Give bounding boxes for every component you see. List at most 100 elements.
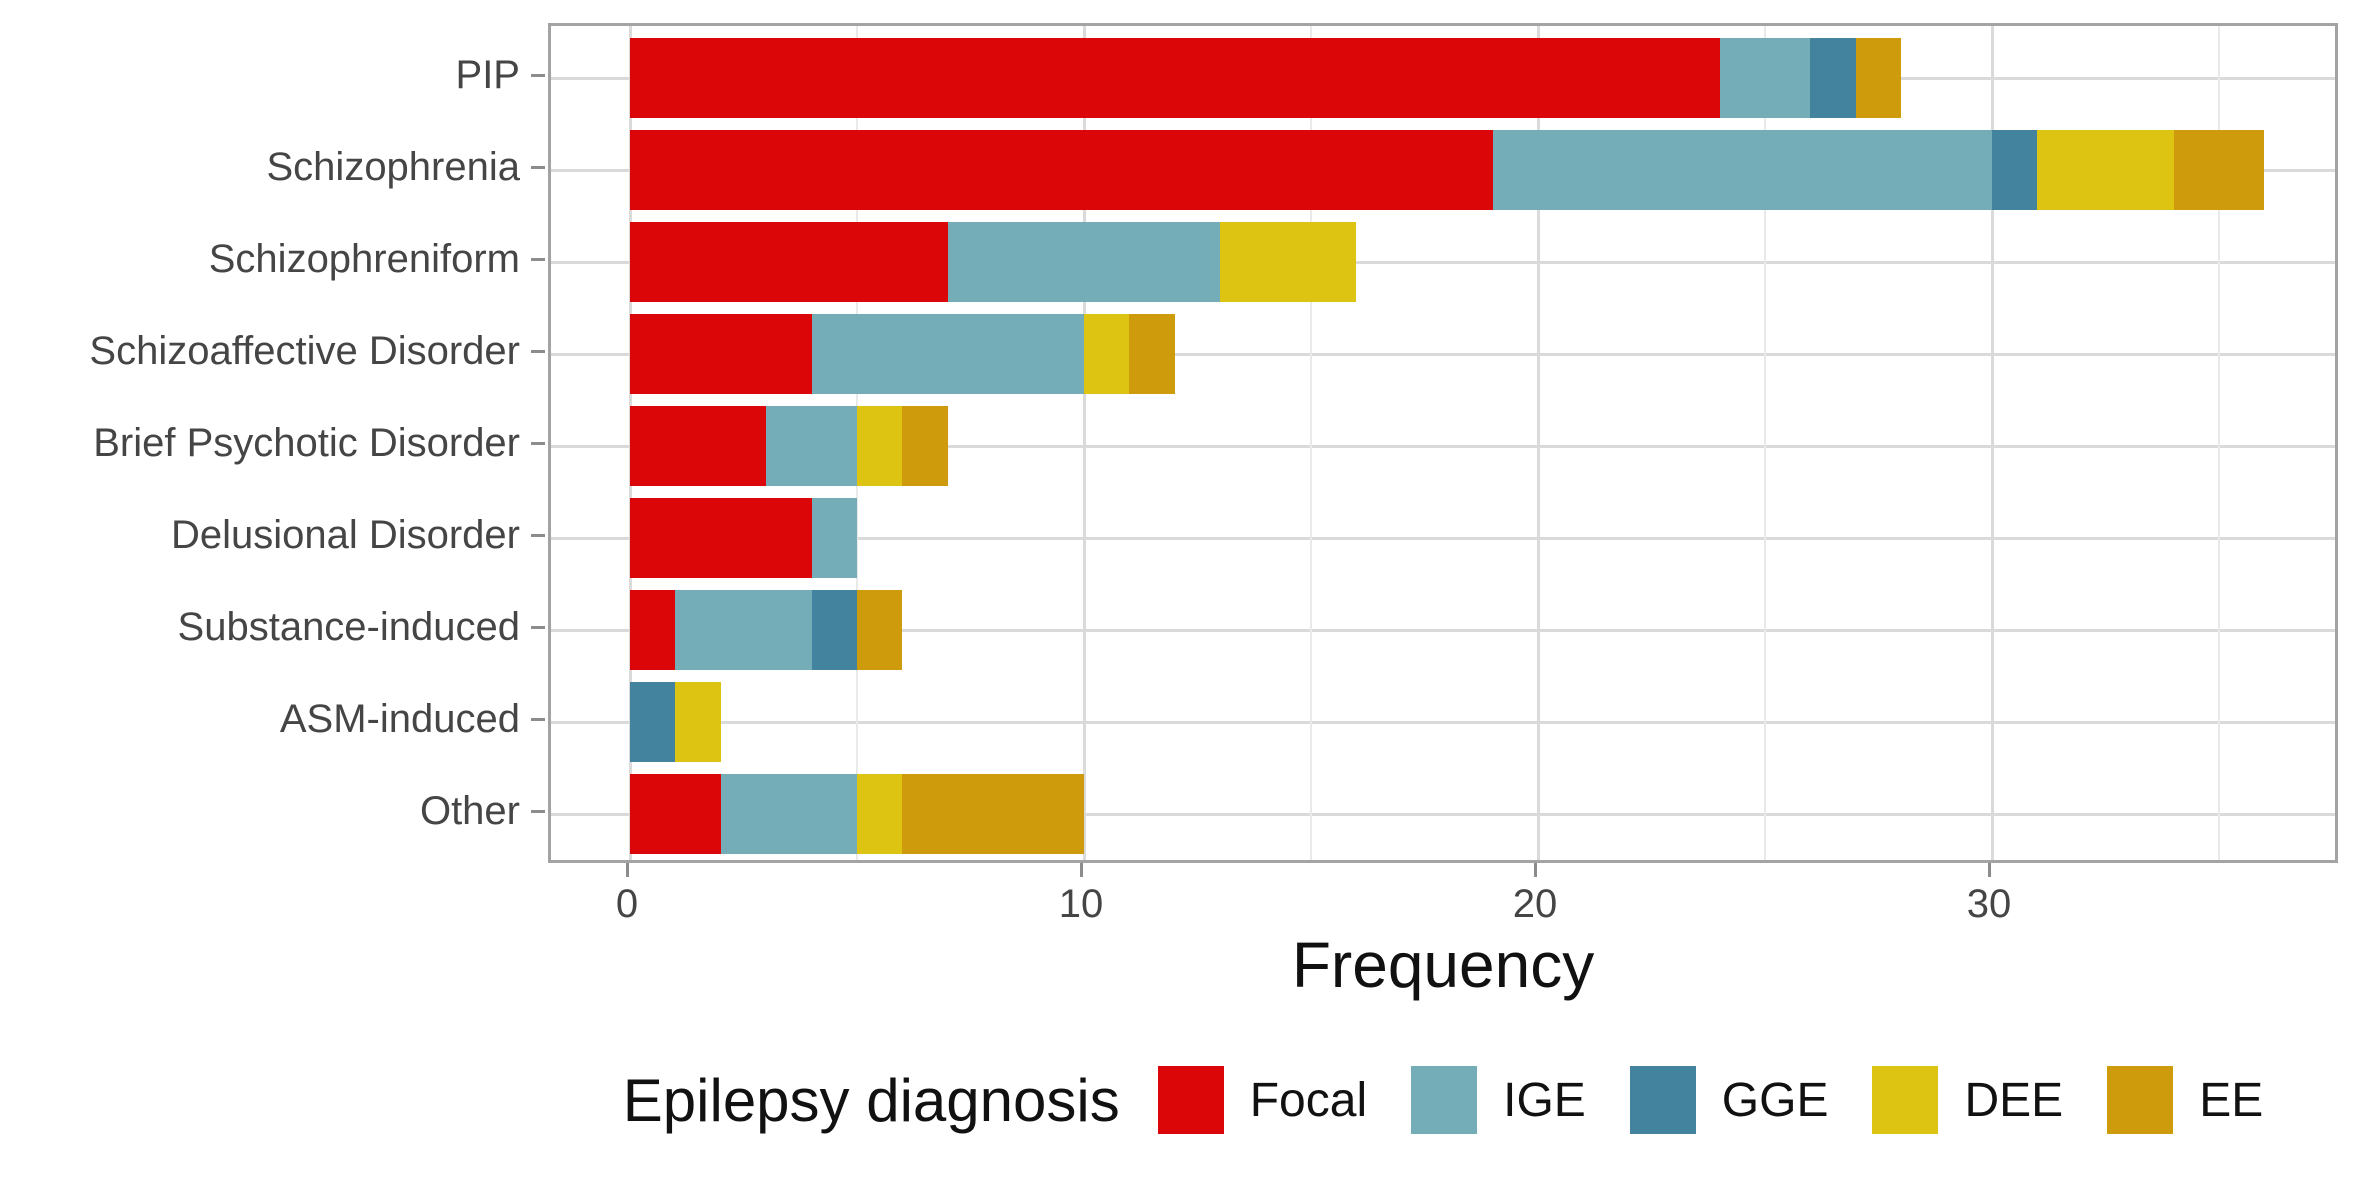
bar-segment-gge (1810, 38, 1856, 118)
v-gridline-minor (2218, 26, 2220, 860)
v-gridline-major (1083, 26, 1086, 860)
x-tick-label: 0 (615, 882, 639, 926)
y-axis-label: Substance-induced (177, 605, 520, 649)
x-tick-mark (1987, 863, 1991, 877)
y-axis-label: Brief Psychotic Disorder (93, 421, 520, 465)
legend-label: Focal (1249, 1073, 1368, 1127)
y-axis-label: PIP (455, 53, 520, 97)
x-tick-label: 30 (1966, 882, 2012, 926)
bar-segment-ee (902, 774, 1084, 854)
y-tick-mark (531, 349, 545, 353)
plot-panel (548, 23, 2338, 863)
y-axis-label: ASM-induced (279, 697, 520, 741)
bar-segment-ee (902, 406, 948, 486)
x-tick-mark (1079, 863, 1083, 877)
legend-swatch-ige (1411, 1066, 1478, 1134)
bar-segment-ige (1719, 38, 1811, 118)
bar-segment-dee (2037, 130, 2174, 210)
bar-segment-focal (630, 222, 948, 302)
v-gridline-minor (1310, 26, 1312, 860)
bar-segment-ige (720, 774, 857, 854)
bar-segment-gge (811, 590, 857, 670)
x-tick-mark (625, 863, 629, 877)
legend-label: IGE (1503, 1073, 1586, 1127)
x-tick-label: 10 (1058, 882, 1104, 926)
y-tick-mark (531, 717, 545, 721)
y-tick-mark (531, 257, 545, 261)
bar-segment-ee (856, 590, 903, 670)
bar-row (630, 38, 1902, 118)
bar-segment-dee (856, 774, 903, 854)
y-axis-label: Schizophreniform (208, 237, 520, 281)
y-tick-mark (531, 533, 545, 537)
v-gridline-major (1991, 26, 1994, 860)
bar-row (630, 682, 721, 762)
bar-segment-focal (630, 130, 1493, 210)
y-tick-mark (531, 73, 545, 77)
h-gridline (551, 445, 2335, 448)
bar-segment-ige (811, 498, 857, 578)
h-gridline (551, 261, 2335, 264)
bar-segment-ige (811, 314, 1084, 394)
bar-segment-dee (1220, 222, 1357, 302)
bar-segment-focal (630, 590, 676, 670)
h-gridline (551, 537, 2335, 540)
y-axis-label: Schizophrenia (266, 145, 521, 189)
legend-swatch-gge (1629, 1066, 1696, 1134)
bar-segment-ee (1855, 38, 1902, 118)
v-gridline-minor (1764, 26, 1766, 860)
bar-segment-dee (856, 406, 903, 486)
y-tick-mark (531, 809, 545, 813)
legend-label: EE (2199, 1073, 2264, 1127)
bar-segment-ige (1492, 130, 1992, 210)
legend: Epilepsy diagnosis Focal IGE GGE DEE EE (548, 1038, 2338, 1162)
y-tick-mark (531, 165, 545, 169)
h-gridline (551, 629, 2335, 632)
legend-item-ige: IGE (1411, 1066, 1586, 1134)
bar-segment-focal (630, 774, 721, 854)
x-axis-title: Frequency (1291, 929, 1595, 1001)
bar-row (630, 774, 1084, 854)
legend-swatch-focal (1157, 1066, 1224, 1134)
legend-label: GGE (1721, 1073, 1829, 1127)
y-axis-label: Other (419, 789, 520, 833)
bar-segment-ige (766, 406, 857, 486)
bar-segment-focal (630, 406, 767, 486)
h-gridline (551, 813, 2335, 816)
legend-swatch-ee (2107, 1066, 2174, 1134)
bar-row (630, 406, 948, 486)
bar-row (630, 130, 2265, 210)
h-gridline (551, 721, 2335, 724)
y-tick-mark (531, 625, 545, 629)
bar-row (630, 222, 1357, 302)
bar-segment-ige (947, 222, 1221, 302)
bar-segment-focal (630, 314, 812, 394)
legend-item-dee: DEE (1872, 1066, 2063, 1134)
legend-title: Epilepsy diagnosis (622, 1066, 1120, 1134)
bar-segment-ige (675, 590, 812, 670)
y-axis-label: Schizoaffective Disorder (89, 329, 520, 373)
legend-swatch-dee (1872, 1066, 1939, 1134)
y-axis-label: Delusional Disorder (170, 513, 520, 557)
bar-segment-focal (630, 498, 812, 578)
bar-segment-ee (2173, 130, 2265, 210)
x-tick-mark (1533, 863, 1537, 877)
x-tick-label: 20 (1512, 882, 1558, 926)
legend-item-ee: EE (2107, 1066, 2263, 1134)
bar-segment-dee (675, 682, 721, 762)
bar-row (630, 314, 1175, 394)
h-gridline (551, 353, 2335, 356)
bar-row (630, 498, 857, 578)
bar-segment-gge (1991, 130, 2038, 210)
v-gridline-major (1537, 26, 1540, 860)
bar-segment-focal (630, 38, 1720, 118)
y-tick-mark (531, 441, 545, 445)
bar-segment-gge (630, 682, 676, 762)
bar-segment-dee (1083, 314, 1130, 394)
legend-label: DEE (1964, 1073, 2064, 1127)
legend-item-focal: Focal (1157, 1066, 1368, 1134)
bar-row (630, 590, 903, 670)
bar-segment-ee (1129, 314, 1175, 394)
legend-item-gge: GGE (1629, 1066, 1829, 1134)
